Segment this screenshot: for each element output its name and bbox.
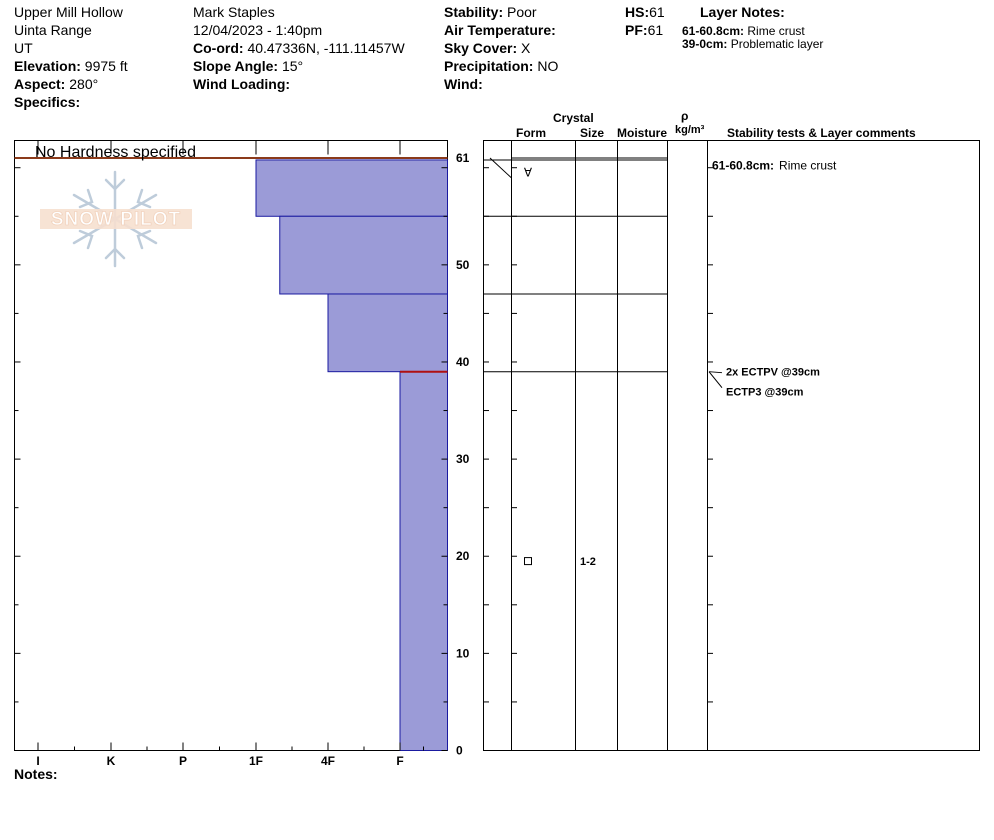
notes-label: Notes:	[14, 766, 58, 782]
stability-label: Stability:	[444, 4, 504, 20]
layer-note-1: 61-60.8cm: Rime crust	[682, 24, 805, 38]
hs-label: HS:	[625, 4, 650, 20]
coord-row: Co-ord: 40.47336N, -111.11457W	[193, 40, 405, 57]
logo-text: SNOW PILOT	[51, 209, 181, 230]
observer-name: Mark Staples	[193, 4, 275, 20]
elevation-label: Elevation:	[14, 58, 81, 74]
stability-test-label: 2x ECTPV @39cm	[726, 367, 820, 379]
layer-note-2: 39-0cm: Problematic layer	[682, 37, 823, 51]
size-header: Size	[580, 126, 605, 140]
hardness-tick-label: 1F	[249, 754, 263, 768]
coord-label: Co-ord:	[193, 40, 244, 56]
pf-row: PF:61	[625, 22, 663, 39]
sky-label: Sky Cover:	[444, 40, 518, 56]
wind-loading-label: Wind Loading:	[193, 76, 291, 92]
hardness-tick-label: P	[179, 754, 187, 768]
slope-value: 15°	[281, 58, 304, 74]
crystal-form-square	[524, 557, 532, 566]
hs-value: 61	[649, 4, 665, 20]
layer-connector	[489, 157, 512, 179]
layer-note-2-text: Problematic layer	[730, 37, 824, 51]
hardness-tick-label: 4F	[321, 754, 335, 768]
layer-comment-text: Rime crust	[779, 159, 837, 173]
specifics-label: Specifics:	[14, 94, 81, 110]
aspect-row: Aspect: 280°	[14, 76, 98, 93]
depth-tick-label: 40	[456, 355, 470, 369]
hardness-bar	[399, 371, 448, 751]
stability-test-label: ECTP3 @39cm	[726, 387, 804, 399]
depth-tick-label: 10	[456, 646, 470, 660]
stability-test-pointer	[708, 371, 723, 374]
crystal-size: 1-2	[580, 556, 596, 568]
precip-value: NO	[537, 58, 559, 74]
layer-notes-title: Layer Notes:	[700, 4, 785, 20]
snowpilot-logo: SNOW PILOT	[40, 170, 192, 268]
aspect-value: 280°	[69, 76, 99, 92]
layer-note-1-range: 61-60.8cm:	[682, 24, 745, 38]
layer-comment: 61-60.8cm: Rime crust	[712, 159, 837, 173]
pf-label: PF:	[625, 22, 648, 38]
crystal-header: Crystal	[553, 111, 594, 125]
sky-row: Sky Cover: X	[444, 40, 530, 57]
elevation-row: Elevation: 9975 ft	[14, 58, 128, 75]
hardness-bar	[327, 293, 448, 373]
form-header: Form	[516, 126, 546, 140]
rho-header: ρ	[681, 109, 689, 123]
elevation-value: 9975 ft	[84, 58, 128, 74]
chart-title: No Hardness specified	[35, 144, 196, 161]
slope-label: Slope Angle:	[193, 58, 279, 74]
hardness-tick-label: I	[36, 754, 39, 768]
depth-tick-label: 0	[456, 744, 463, 758]
coord-value: 40.47336N, -111.11457W	[247, 40, 405, 56]
layer-comment-range: 61-60.8cm:	[712, 159, 774, 173]
snowflake-icon	[72, 170, 158, 268]
state-name: UT	[14, 40, 33, 56]
hardness-tick-label: K	[107, 754, 116, 768]
logo-band	[40, 209, 192, 229]
hardness-bar	[255, 159, 448, 217]
stability-test-pointer	[708, 371, 723, 389]
stability-comments-header: Stability tests & Layer comments	[727, 126, 916, 140]
sky-value: X	[521, 40, 531, 56]
layer-table-frame	[483, 140, 980, 751]
moisture-header: Moisture	[617, 126, 668, 140]
depth-tick-label: 30	[456, 452, 470, 466]
aspect-label: Aspect:	[14, 76, 66, 92]
crystal-form-symbol: ∀	[524, 166, 533, 180]
pf-value: 61	[647, 22, 664, 38]
slope-row: Slope Angle: 15°	[193, 58, 303, 75]
depth-tick-label: 61	[456, 151, 470, 165]
hardness-tick-label: F	[396, 754, 403, 768]
air-temp-label: Air Temperature:	[444, 22, 556, 38]
layer-note-2-range: 39-0cm:	[682, 37, 728, 51]
observation-datetime: 12/04/2023 - 1:40pm	[193, 22, 323, 38]
stability-value: Poor	[507, 4, 537, 20]
depth-tick-label: 50	[456, 258, 470, 272]
hs-row: HS:61	[625, 4, 665, 21]
precip-row: Precipitation: NO	[444, 58, 558, 75]
hardness-bar	[279, 215, 449, 295]
precip-label: Precipitation:	[444, 58, 534, 74]
depth-tick-label: 20	[456, 549, 470, 563]
range-name: Uinta Range	[14, 22, 92, 38]
wind-label: Wind:	[444, 76, 483, 92]
layer-note-1-text: Rime crust	[747, 24, 805, 38]
density-unit-header: kg/m³	[675, 124, 705, 136]
stability-row: Stability: Poor	[444, 4, 537, 21]
location-name: Upper Mill Hollow	[14, 4, 123, 20]
